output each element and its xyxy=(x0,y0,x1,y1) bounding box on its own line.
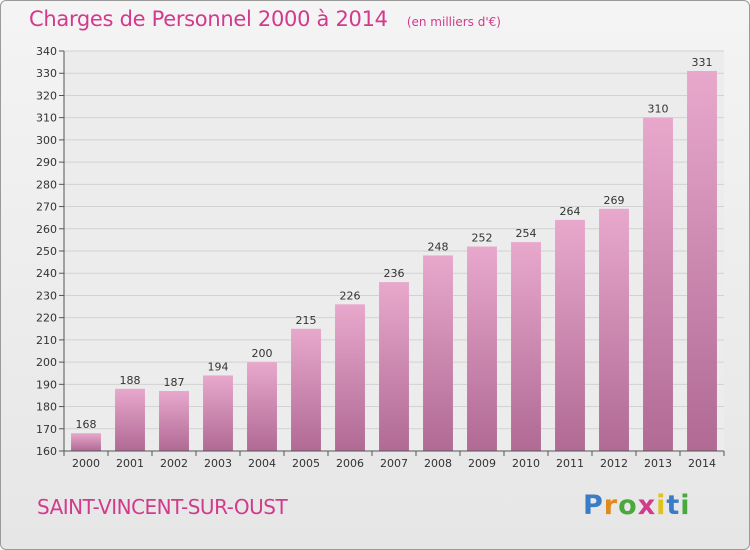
y-tick-label: 320 xyxy=(36,89,57,102)
title-row: Charges de Personnel 2000 à 2014 (en mil… xyxy=(29,7,501,31)
y-tick-label: 160 xyxy=(36,445,57,458)
x-tick-label-2008: 2008 xyxy=(424,457,452,470)
y-tick-label: 310 xyxy=(36,112,57,125)
value-label-2014: 331 xyxy=(692,56,713,69)
x-tick-label-2010: 2010 xyxy=(512,457,540,470)
y-tick-label: 290 xyxy=(36,156,57,169)
y-tick-label: 170 xyxy=(36,423,57,436)
logo-letter: r xyxy=(603,490,619,521)
commune-name: SAINT-VINCENT-SUR-OUST xyxy=(37,495,288,519)
chart-subtitle: (en milliers d'€) xyxy=(406,15,501,29)
value-label-2004: 200 xyxy=(252,347,273,360)
bar-2002 xyxy=(159,391,189,451)
bar-2009 xyxy=(467,246,497,451)
bar-2013 xyxy=(643,117,673,452)
value-label-2009: 252 xyxy=(472,232,493,245)
y-tick-label: 330 xyxy=(36,67,57,80)
y-tick-label: 250 xyxy=(36,245,57,258)
logo-letter: o xyxy=(618,490,638,521)
bars: 168 188 187 194 200 215 226 236 248 252 254 264 269 3… xyxy=(71,56,717,452)
y-tick-label: 270 xyxy=(36,201,57,214)
y-tick-label: 260 xyxy=(36,223,57,236)
y-tick-label: 210 xyxy=(36,334,57,347)
x-tick-label-2006: 2006 xyxy=(336,457,364,470)
logo-letter: t xyxy=(666,490,681,521)
x-tick-label-2001: 2001 xyxy=(116,457,144,470)
value-label-2000: 168 xyxy=(76,418,97,431)
bar-2010 xyxy=(511,242,541,451)
bar-2005 xyxy=(291,328,321,451)
y-tick-label: 220 xyxy=(36,312,57,325)
value-label-2013: 310 xyxy=(648,103,669,116)
y-tick-label: 200 xyxy=(36,356,57,369)
value-label-2001: 188 xyxy=(120,374,141,387)
bar-2007 xyxy=(379,282,409,451)
bar-2011 xyxy=(555,219,585,451)
x-tick-label-2007: 2007 xyxy=(380,457,408,470)
x-tick-label-2011: 2011 xyxy=(556,457,584,470)
x-tick-label-2014: 2014 xyxy=(688,457,716,470)
logo-letter: i xyxy=(680,490,691,521)
value-label-2002: 187 xyxy=(164,376,185,389)
bar-2006 xyxy=(335,304,365,451)
y-tick-label: 240 xyxy=(36,267,57,280)
x-tick-label-2009: 2009 xyxy=(468,457,496,470)
value-label-2008: 248 xyxy=(428,240,449,253)
value-label-2012: 269 xyxy=(604,194,625,207)
x-tick-label-2003: 2003 xyxy=(204,457,232,470)
bar-2014 xyxy=(687,71,717,451)
logo-letter: x xyxy=(637,490,657,521)
y-tick-label: 300 xyxy=(36,134,57,147)
axes: 160 170 180 190 200 210 220 230 240 250 260 270 280 2… xyxy=(36,45,725,470)
value-label-2003: 194 xyxy=(208,360,229,373)
value-label-2007: 236 xyxy=(384,267,405,280)
x-tick-label-2012: 2012 xyxy=(600,457,628,470)
bar-2000 xyxy=(71,433,101,451)
x-tick-label-2002: 2002 xyxy=(160,457,188,470)
x-tick-label-2005: 2005 xyxy=(292,457,320,470)
bar-2004 xyxy=(247,362,277,451)
x-tick-label-2004: 2004 xyxy=(248,457,276,470)
y-tick-label: 180 xyxy=(36,401,57,414)
logo-letter: i xyxy=(656,490,667,521)
x-tick-label-2000: 2000 xyxy=(72,457,100,470)
chart-title: Charges de Personnel 2000 à 2014 xyxy=(29,7,388,31)
y-tick-label: 230 xyxy=(36,289,57,302)
logo-letter: P xyxy=(583,490,604,521)
proxiti-logo: Proxiti xyxy=(583,490,691,521)
bar-2012 xyxy=(599,208,629,451)
x-tick-label-2013: 2013 xyxy=(644,457,672,470)
y-tick-label: 340 xyxy=(36,45,57,58)
value-label-2005: 215 xyxy=(296,314,317,327)
value-label-2011: 264 xyxy=(560,205,581,218)
y-tick-label: 280 xyxy=(36,178,57,191)
bar-2003 xyxy=(203,375,233,451)
bar-2001 xyxy=(115,388,145,451)
bar-2008 xyxy=(423,255,453,451)
y-tick-label: 190 xyxy=(36,378,57,391)
value-label-2006: 226 xyxy=(340,289,361,302)
value-label-2010: 254 xyxy=(516,227,537,240)
